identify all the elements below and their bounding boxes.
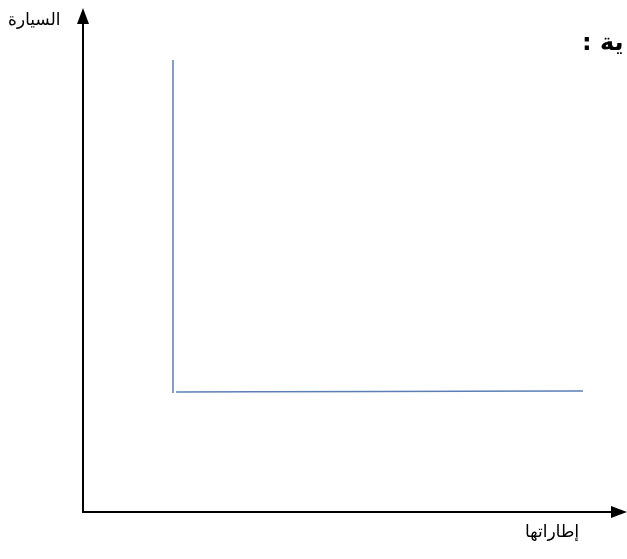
x-axis-arrowhead [611, 506, 627, 518]
x-axis-label: إطاراتها [525, 522, 580, 542]
y-axis-label: السيارة [8, 10, 61, 30]
y-axis-arrowhead [77, 8, 89, 24]
page-heading: ية : [582, 28, 624, 56]
horizontal-curve-segment [175, 390, 584, 393]
